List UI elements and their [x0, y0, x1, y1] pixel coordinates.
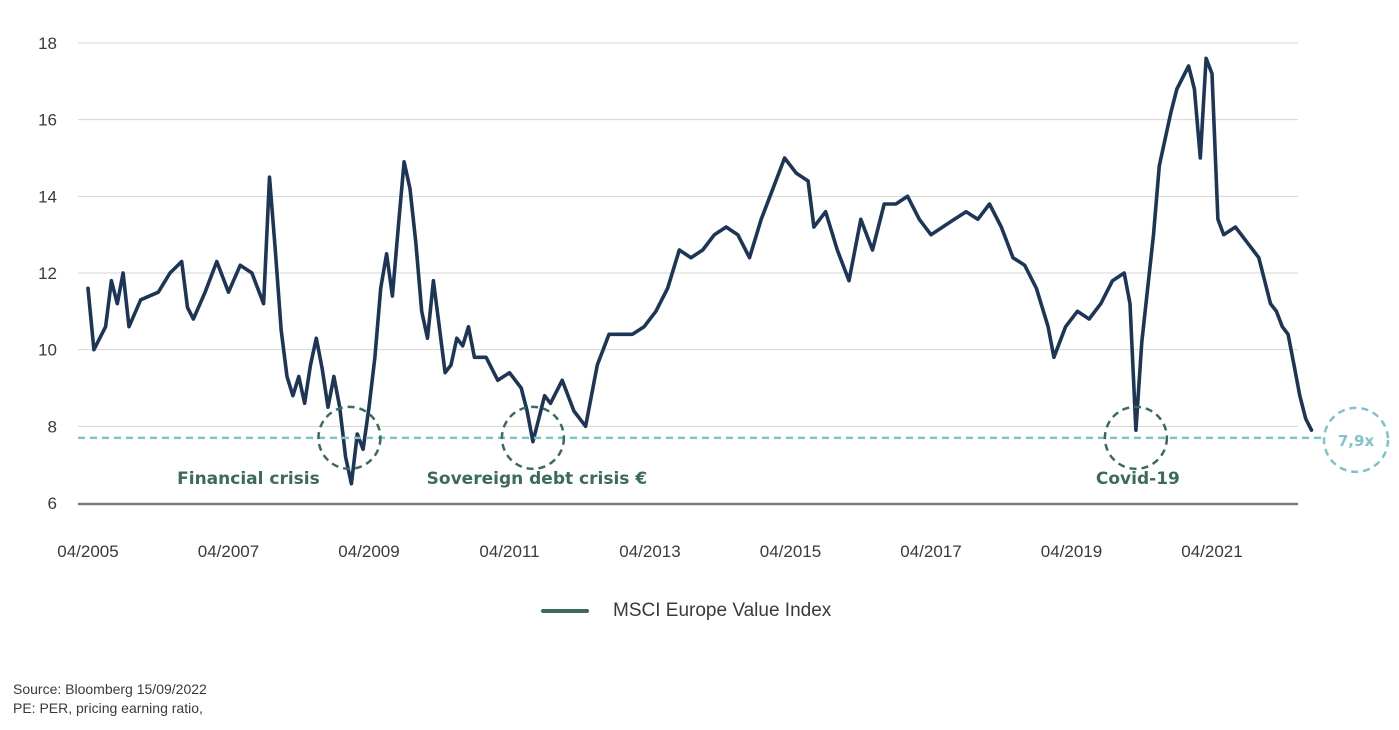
annotation-layer: Financial crisis Sovereign debt crisis € C…: [177, 405, 1180, 489]
y-tick-label: 18: [38, 34, 57, 53]
x-tick-label: 04/2013: [619, 542, 680, 561]
legend-label: MSCI Europe Value Index: [613, 600, 832, 621]
reference-layer: 7,9x: [78, 406, 1390, 474]
series-layer: [86, 56, 1314, 486]
x-tick-label: 04/2019: [1041, 542, 1102, 561]
crisis-label: Sovereign debt crisis €: [427, 469, 647, 489]
footnotes: Source: Bloomberg 15/09/2022 PE: PER, pr…: [13, 680, 207, 718]
crisis-circle: [317, 405, 382, 471]
x-tick-label: 04/2017: [900, 542, 961, 561]
reference-label: 7,9x: [1338, 432, 1375, 450]
legend-swatch: [541, 609, 589, 613]
series-line: [86, 56, 1314, 486]
x-tick-label: 04/2011: [479, 542, 539, 561]
y-tick-label: 12: [38, 264, 57, 283]
x-tick-label: 04/2015: [760, 542, 821, 561]
legend: MSCI Europe Value Index: [541, 598, 831, 624]
y-tick-label: 16: [38, 111, 57, 130]
x-tick-label: 04/2007: [198, 542, 259, 561]
reference-label-circle: [1322, 406, 1390, 474]
y-tick-label: 14: [38, 187, 57, 206]
x-tick-label: 04/2021: [1181, 542, 1242, 561]
y-tick-label: 6: [48, 494, 57, 513]
x-tick-label: 04/2005: [57, 542, 118, 561]
x-axis-ticks: 04/2005 04/2007 04/2009 04/2011 04/2013 04/20…: [57, 542, 1242, 561]
y-tick-label: 10: [38, 341, 57, 360]
x-tick-label: 04/2009: [338, 542, 399, 561]
crisis-label: Financial crisis: [177, 469, 320, 489]
pe-note: PE: PER, pricing earning ratio,: [13, 700, 203, 716]
crisis-circle: [500, 405, 566, 471]
crisis-label: Covid-19: [1096, 469, 1180, 489]
source-note: Source: Bloomberg 15/09/2022: [13, 681, 207, 697]
crisis-circle: [1103, 405, 1169, 471]
y-axis-ticks: 6 8 10 12 14 16 18: [38, 34, 57, 513]
y-tick-label: 8: [48, 417, 57, 436]
gridlines: [78, 42, 1298, 427]
